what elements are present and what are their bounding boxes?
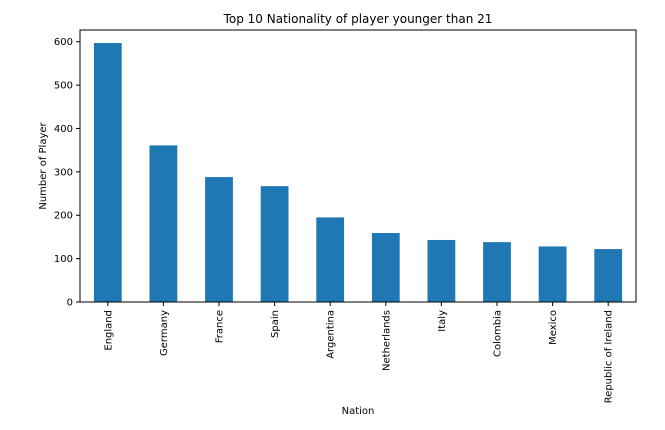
bar-colombia — [483, 242, 511, 302]
bar-group — [93, 43, 623, 303]
x-tick-label: Argentina — [326, 310, 337, 359]
y-axis: 0 100 200 300 400 500 600 — [54, 37, 80, 309]
x-tick-label: Germany — [159, 310, 170, 356]
bar-france — [205, 177, 233, 302]
bar-italy — [427, 239, 456, 302]
x-tick-label: Republic of Ireland — [604, 310, 615, 403]
y-tick-label: 200 — [54, 211, 73, 222]
bar-netherlands — [371, 233, 400, 302]
plot-frame — [79, 29, 637, 303]
x-tick-label: Spain — [270, 310, 281, 338]
bar-mexico — [538, 246, 567, 302]
y-tick-label: 500 — [54, 81, 73, 92]
bar-germany — [149, 145, 178, 302]
bar-spain — [260, 186, 289, 302]
y-tick-label: 400 — [54, 124, 73, 135]
y-tick-label: 0 — [67, 298, 73, 309]
x-tick-label: Italy — [437, 310, 448, 332]
x-tick-label: Netherlands — [381, 310, 392, 371]
y-axis-label: Number of Player — [38, 121, 49, 209]
y-tick-label: 600 — [54, 37, 73, 48]
x-tick-label: Colombia — [493, 310, 504, 357]
x-tick-label: England — [103, 310, 114, 351]
chart-title: Top 10 Nationality of player younger tha… — [223, 12, 493, 26]
x-axis-label: Nation — [342, 406, 375, 417]
y-tick-label: 100 — [54, 254, 73, 265]
bar-republic-of-ireland — [594, 249, 623, 302]
x-tick-label: Mexico — [548, 310, 559, 345]
bar-england — [93, 43, 122, 303]
y-tick-label: 300 — [54, 167, 73, 178]
x-tick-label: France — [215, 310, 226, 343]
bar-argentina — [316, 217, 345, 302]
x-axis: England Germany France Spain Argentina Nether… — [103, 302, 615, 403]
